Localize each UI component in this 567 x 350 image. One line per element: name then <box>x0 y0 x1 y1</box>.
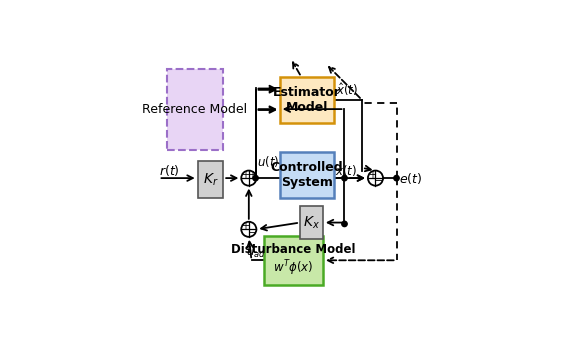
FancyBboxPatch shape <box>280 77 334 123</box>
Text: $x(t)$: $x(t)$ <box>335 162 357 177</box>
Circle shape <box>342 221 347 226</box>
FancyBboxPatch shape <box>280 153 334 198</box>
Text: +: + <box>368 170 376 180</box>
Text: Disturbance Model
$w^T\phi(x)$: Disturbance Model $w^T\phi(x)$ <box>231 243 356 278</box>
Text: +: + <box>242 221 249 231</box>
FancyBboxPatch shape <box>167 69 223 150</box>
Circle shape <box>394 175 399 181</box>
Text: −: − <box>248 228 256 238</box>
Text: $e(t)$: $e(t)$ <box>399 170 422 186</box>
Circle shape <box>342 175 347 181</box>
FancyBboxPatch shape <box>264 236 323 285</box>
Text: $\hat{x}(t)$: $\hat{x}(t)$ <box>336 80 358 98</box>
Text: Reference Model: Reference Model <box>142 103 247 116</box>
Text: $K_r$: $K_r$ <box>202 171 218 188</box>
Text: Estimator
Model: Estimator Model <box>273 86 341 114</box>
Text: $K_x$: $K_x$ <box>303 214 320 231</box>
Circle shape <box>242 170 256 186</box>
Text: +: + <box>248 170 256 180</box>
Circle shape <box>368 170 383 186</box>
Text: $r(t)$: $r(t)$ <box>159 162 179 177</box>
Circle shape <box>253 175 258 181</box>
Text: +: + <box>242 170 249 180</box>
Text: $u_{ad}$: $u_{ad}$ <box>246 247 266 260</box>
FancyBboxPatch shape <box>300 206 323 239</box>
Text: $u(t)$: $u(t)$ <box>257 154 279 169</box>
FancyBboxPatch shape <box>198 161 223 198</box>
Text: −: − <box>375 176 383 187</box>
Text: Controlled
System: Controlled System <box>270 161 343 189</box>
Circle shape <box>242 222 256 237</box>
